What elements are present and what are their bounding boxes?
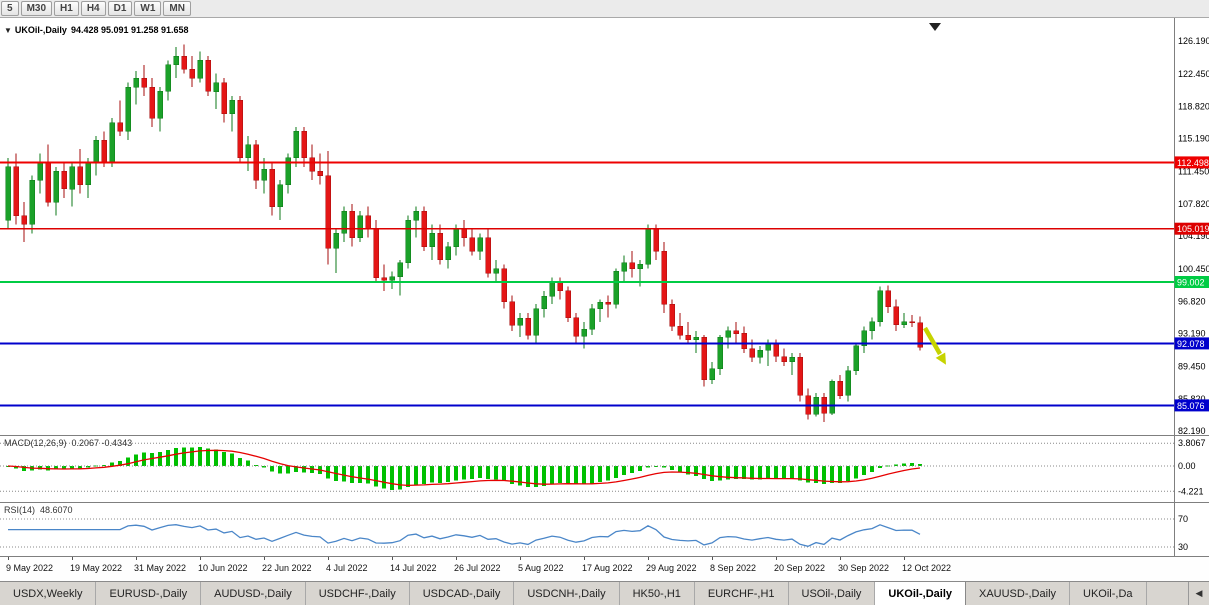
date-label: 29 Aug 2022: [646, 563, 697, 573]
time-axis[interactable]: 9 May 2022 19 May 2022 31 May 2022 10 Jun 2…: [0, 557, 1209, 581]
time-axis-tick: [200, 557, 201, 560]
time-axis-tick: [520, 557, 521, 560]
time-axis-tick: [456, 557, 457, 560]
date-label: 31 May 2022: [134, 563, 187, 573]
chart-canvas[interactable]: 126.190 122.450 118.820 115.190 111.450 107.8…: [0, 18, 1209, 557]
timeframe-button-h4[interactable]: H4: [80, 1, 106, 16]
price-axis-label: 118.820: [1178, 101, 1209, 111]
price-axis-label: 111.450: [1178, 167, 1209, 177]
time-axis-tick: [72, 557, 73, 560]
time-axis-tick: [840, 557, 841, 560]
date-label: 12 Oct 2022: [902, 563, 952, 573]
timeframe-button-5[interactable]: 5: [1, 1, 19, 16]
timeframe-button-m30[interactable]: M30: [20, 1, 53, 16]
date-label: 17 Aug 2022: [582, 563, 633, 573]
price-tag-label: 85.076: [1177, 401, 1205, 411]
date-label: 5 Aug 2022: [518, 563, 564, 573]
tab-scroll-left-button[interactable]: ◀: [1188, 582, 1209, 605]
macd-axis-label: -4.221: [1178, 486, 1204, 496]
price-axis-label: 122.450: [1178, 69, 1209, 79]
chart-tab-eurusd-daily[interactable]: EURUSD-,Daily: [96, 582, 202, 605]
price-axis-label: 82.190: [1178, 426, 1206, 436]
date-label: 22 Jun 2022: [262, 563, 312, 573]
chart-tab-eurchf-h1[interactable]: EURCHF-,H1: [694, 582, 789, 605]
price-axis: 126.190 122.450 118.820 115.190 111.450 107.8…: [1178, 36, 1209, 552]
date-label: 14 Jul 2022: [390, 563, 437, 573]
date-label: 4 Jul 2022: [326, 563, 368, 573]
time-axis-tick: [8, 557, 9, 560]
price-axis-label: 107.820: [1178, 199, 1209, 209]
date-label: 19 May 2022: [70, 563, 123, 573]
time-axis-tick: [776, 557, 777, 560]
price-tag-label: 99.002: [1177, 278, 1205, 288]
chart-tab-usoil-daily[interactable]: USOil-,Daily: [788, 582, 876, 605]
price-axis-label: 96.820: [1178, 296, 1206, 306]
chart-shift-marker[interactable]: [929, 23, 941, 31]
date-label: 20 Sep 2022: [774, 563, 826, 573]
macd-signal-line: [7, 449, 921, 487]
price-tag-label: 105.019: [1177, 224, 1209, 234]
price-tag-label: 92.078: [1177, 339, 1205, 349]
macd-axis-label: 3.8067: [1178, 438, 1206, 448]
chart-tab-usdx-weekly[interactable]: USDX,Weekly: [0, 582, 97, 605]
price-axis-label: 93.190: [1178, 329, 1206, 339]
chart-tab-ukoil-daily[interactable]: UKOil-,Daily: [875, 582, 966, 605]
timeframe-button-mn[interactable]: MN: [163, 1, 191, 16]
time-axis-tick: [328, 557, 329, 560]
time-axis-tick: [264, 557, 265, 560]
price-tag-label: 112.498: [1177, 158, 1209, 168]
timeframe-button-d1[interactable]: D1: [107, 1, 133, 16]
time-axis-tick: [712, 557, 713, 560]
price-axis-label: 115.190: [1178, 134, 1209, 144]
timeframe-toolbar: 5 M30 H1 H4 D1 W1 MN: [0, 0, 1209, 18]
rsi-axis-label: 70: [1178, 514, 1188, 524]
price-tags: 112.498 105.019 99.002 92.078 85.076: [1174, 156, 1209, 412]
date-label: 9 May 2022: [6, 563, 54, 573]
chart-tab-xauusd-daily[interactable]: XAUUSD-,Daily: [966, 582, 1071, 605]
time-axis-tick: [136, 557, 137, 560]
time-axis-tick: [904, 557, 905, 560]
time-axis-tick: [584, 557, 585, 560]
date-label: 26 Jul 2022: [454, 563, 501, 573]
price-axis-label: 104.190: [1178, 231, 1209, 241]
chart-tab-bar: USDX,Weekly EURUSD-,Daily AUDUSD-,Daily USD…: [0, 581, 1209, 605]
date-label: 30 Sep 2022: [838, 563, 890, 573]
timeframe-buttons: 5 M30 H1 H4 D1 W1 MN: [0, 1, 192, 16]
chart-tab-usdcnh-daily[interactable]: USDCNH-,Daily: [514, 582, 620, 605]
chart-tab-hk50-h1[interactable]: HK50-,H1: [619, 582, 695, 605]
price-axis-label: 126.190: [1178, 36, 1209, 46]
time-axis-tick: [648, 557, 649, 560]
price-axis-label: 89.450: [1178, 362, 1206, 372]
price-axis-label: 100.450: [1178, 264, 1209, 274]
rsi-axis-label: 30: [1178, 542, 1188, 552]
chart-tab-usdcad-daily[interactable]: USDCAD-,Daily: [409, 582, 515, 605]
timeframe-button-w1[interactable]: W1: [134, 1, 162, 16]
macd-axis-label: 0.00: [1178, 461, 1196, 471]
timeframe-button-h1[interactable]: H1: [54, 1, 79, 16]
time-axis-tick: [392, 557, 393, 560]
chart-tab-audusd-daily[interactable]: AUDUSD-,Daily: [201, 582, 306, 605]
chart-tab-usdchf-daily[interactable]: USDCHF-,Daily: [305, 582, 410, 605]
candlestick-series[interactable]: [5, 44, 923, 423]
arrow-annotation[interactable]: [923, 326, 946, 365]
rsi-line: [8, 524, 921, 547]
price-axis-label: 85.820: [1178, 394, 1206, 404]
date-label: 8 Sep 2022: [710, 563, 757, 573]
chart-region: 126.190 122.450 118.820 115.190 111.450 107.8…: [0, 18, 1209, 581]
date-label: 10 Jun 2022: [198, 563, 248, 573]
chart-tab-ukoil-da[interactable]: UKOil-,Da: [1070, 582, 1147, 605]
